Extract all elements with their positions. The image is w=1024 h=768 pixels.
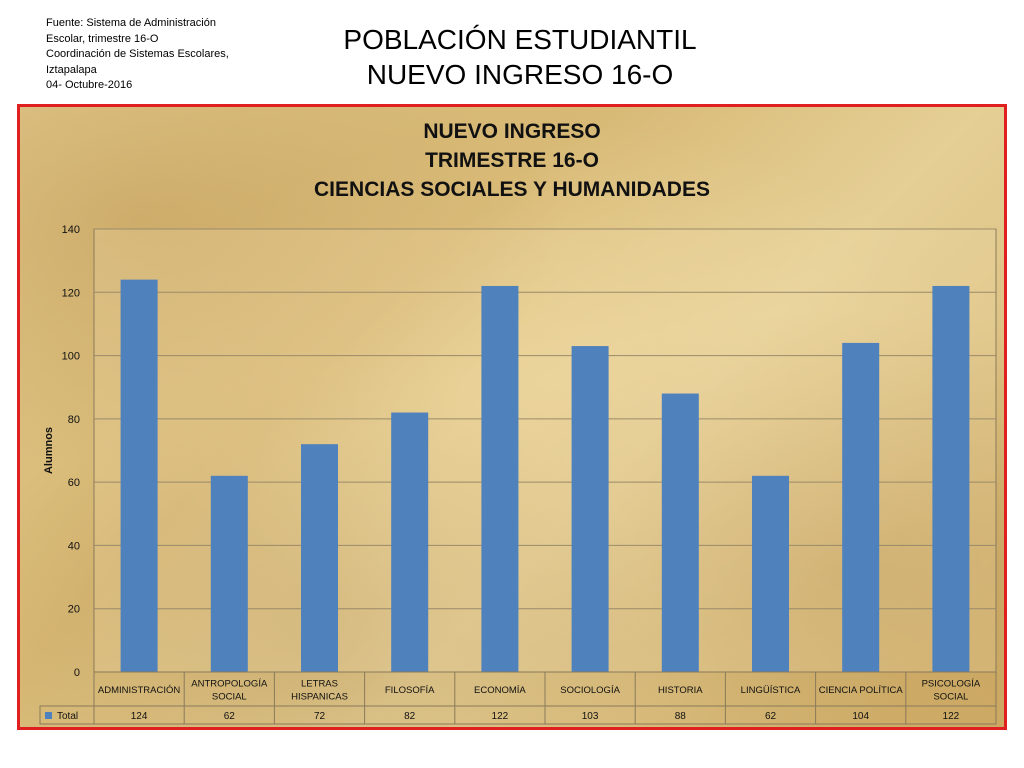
data-value-label: 72 <box>314 711 326 722</box>
y-tick-label: 0 <box>74 667 80 679</box>
y-tick-label: 120 <box>62 287 80 299</box>
legend-series-name: Total <box>57 711 78 722</box>
chart-title-line1: NUEVO INGRESO <box>423 120 601 143</box>
x-category-label: ANTROPOLOGÍA <box>191 679 268 690</box>
data-value-label: 104 <box>852 711 869 722</box>
bar <box>391 412 429 672</box>
slide-title-line2: NUEVO INGRESO 16-O <box>366 59 674 90</box>
source-line: Coordinación de Sistemas Escolares, <box>46 48 229 60</box>
x-category-label: HISTORIA <box>658 685 703 696</box>
source-line: 04- Octubre-2016 <box>46 79 133 91</box>
bar <box>842 342 880 672</box>
x-category-label: SOCIOLOGÍA <box>560 685 620 696</box>
bar <box>301 444 338 672</box>
y-tick-label: 100 <box>62 351 80 363</box>
source-line: Iztapalapa <box>46 63 97 76</box>
data-value-label: 103 <box>582 711 599 722</box>
bar <box>481 285 519 672</box>
legend-key <box>45 712 52 719</box>
y-axis-label: Alumnos <box>43 427 55 474</box>
x-category-label: ECONOMÍA <box>474 685 526 696</box>
x-category-label: SOCIAL <box>933 692 968 703</box>
data-value-label: 124 <box>131 711 148 722</box>
x-category-label: HISPANICAS <box>291 692 348 703</box>
data-value-label: 122 <box>943 711 960 722</box>
data-value-label: 62 <box>765 711 777 722</box>
x-category-label: LETRAS <box>301 679 338 690</box>
y-tick-label: 40 <box>68 540 80 552</box>
chart-title-line3: CIENCIAS SOCIALES Y HUMANIDADES <box>314 178 710 201</box>
x-category-label: CIENCIA POLÍTICA <box>819 685 904 696</box>
data-value-label: 88 <box>675 711 687 722</box>
bar <box>661 393 699 672</box>
y-tick-label: 80 <box>68 414 80 426</box>
bar <box>120 279 158 672</box>
x-category-label: PSICOLOGÍA <box>922 679 981 690</box>
bar <box>571 346 609 672</box>
x-category-label: ADMINISTRACIÓN <box>98 685 180 696</box>
data-value-label: 122 <box>492 711 509 722</box>
x-category-label: LINGÜÍSTICA <box>741 685 801 696</box>
chart-title: NUEVO INGRESO TRIMESTRE 16-O CIENCIAS SO… <box>17 117 1007 204</box>
slide-title-line1: POBLACIÓN ESTUDIANTIL <box>343 24 697 55</box>
bar <box>932 285 970 672</box>
source-line: Escolar, trimestre 16-O <box>46 32 159 45</box>
x-category-label: FILOSOFÍA <box>385 685 435 696</box>
slide-title: POBLACIÓN ESTUDIANTIL NUEVO INGRESO 16-O <box>300 22 740 92</box>
data-value-label: 82 <box>404 711 416 722</box>
y-tick-label: 60 <box>68 477 80 489</box>
x-category-label: SOCIAL <box>212 692 247 703</box>
y-tick-label: 140 <box>62 224 80 236</box>
y-tick-label: 20 <box>68 604 80 616</box>
data-value-label: 62 <box>224 711 236 722</box>
bar <box>210 475 248 672</box>
source-line: Fuente: Sistema de Administración <box>46 17 216 29</box>
bar <box>752 475 789 672</box>
source-note: Fuente: Sistema de Administración Escola… <box>46 16 256 94</box>
chart-title-line2: TRIMESTRE 16-O <box>425 149 599 172</box>
